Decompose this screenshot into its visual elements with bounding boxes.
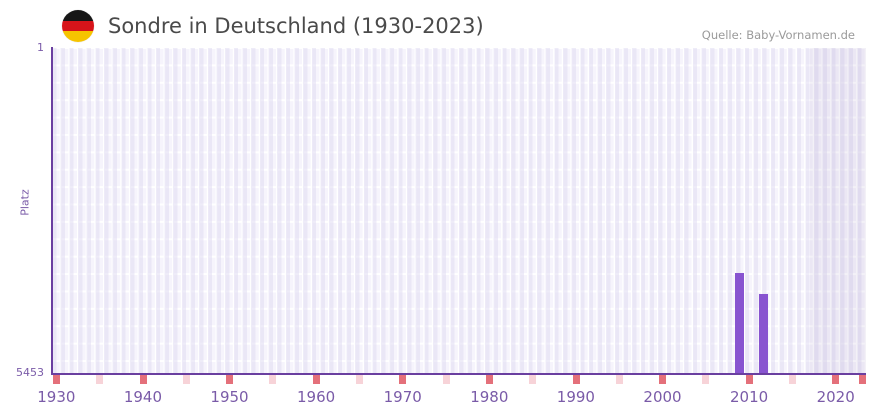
y-axis-line [51,47,53,375]
grid-column-tint [52,48,866,374]
y-axis-bottom-label: 5453 [16,366,44,379]
plot-area [52,48,866,374]
x-tick-1965 [356,375,364,384]
x-tick-2000 [659,375,667,384]
german-flag-icon [62,10,94,42]
x-tick-1985 [529,375,537,384]
x-axis-label-1970: 1970 [383,388,422,406]
x-axis-label-1990: 1990 [556,388,595,406]
x-tick-1970 [399,375,407,384]
x-tick-1975 [442,375,450,384]
x-tick-1955 [269,375,277,384]
x-tick-2023 [859,375,866,384]
x-tick-2005 [702,375,710,384]
flag-band-black [62,10,94,21]
x-axis-label-1960: 1960 [297,388,336,406]
x-tick-2010 [745,375,753,384]
x-tick-2015 [789,375,797,384]
x-axis-line [52,373,866,375]
x-tick-1950 [226,375,234,384]
x-tick-2020 [832,375,840,384]
x-axis-label-2000: 2000 [643,388,682,406]
x-tick-1995 [615,375,623,384]
x-tick-1930 [53,375,60,384]
x-axis-label-2020: 2020 [816,388,855,406]
x-tick-1945 [182,375,190,384]
x-axis-label-1930: 1930 [37,388,76,406]
x-tick-1980 [485,375,493,384]
x-tick-1990 [572,375,580,384]
x-tick-1960 [312,375,320,384]
x-axis-label-1950: 1950 [210,388,249,406]
flag-band-gold [62,31,94,42]
chart-source-label: Quelle: Baby-Vornamen.de [701,28,855,42]
bar-2015[interactable] [735,273,744,374]
x-axis-label-1980: 1980 [470,388,509,406]
bar-2018[interactable] [759,294,768,374]
y-axis-title: Platz [18,189,32,216]
chart-title: Sondre in Deutschland (1930-2023) [108,14,484,38]
x-axis-label-2010: 2010 [730,388,769,406]
x-tick-1940 [139,375,147,384]
x-tick-1935 [96,375,104,384]
x-axis-label-1940: 1940 [123,388,163,406]
flag-band-red [62,20,94,32]
y-axis-top-label: 1 [37,41,44,54]
